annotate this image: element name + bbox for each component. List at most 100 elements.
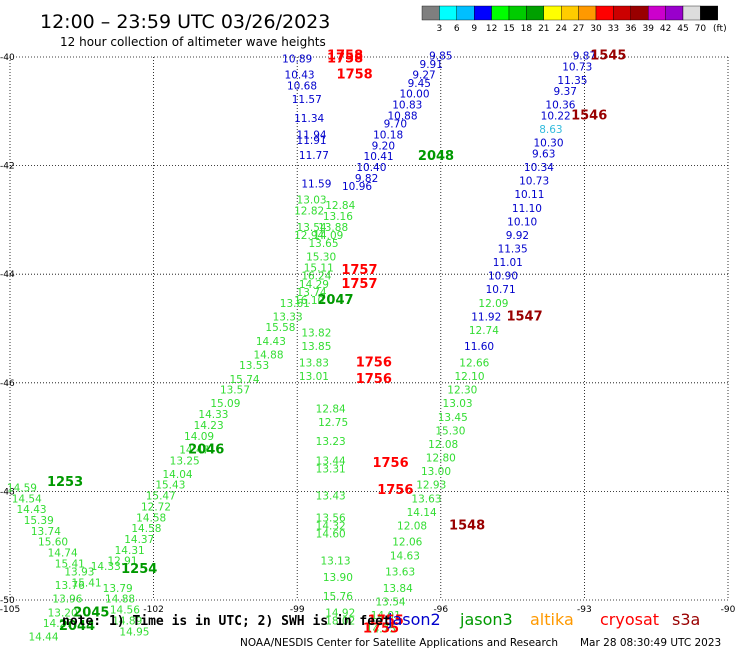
time-label: 1756 bbox=[377, 483, 413, 498]
swh-value: 12.84 bbox=[325, 200, 355, 212]
swh-value: 14.04 bbox=[163, 469, 193, 481]
swh-value: 9.91 bbox=[420, 59, 443, 71]
time-label: 1548 bbox=[449, 518, 485, 533]
y-tick-label: -50 bbox=[0, 596, 15, 606]
time-labels: 1758175817581545154620481757175720471547… bbox=[47, 49, 626, 637]
colorbar-swatch bbox=[561, 5, 579, 21]
swh-value: 13.23 bbox=[316, 436, 346, 448]
swh-value: 12.08 bbox=[428, 439, 458, 451]
colorbar-swatch bbox=[595, 5, 614, 21]
swh-value: 10.71 bbox=[486, 284, 516, 296]
swh-value: 14.14 bbox=[407, 507, 437, 519]
swh-value: 14.88 bbox=[253, 349, 283, 361]
swh-value: 16.10 bbox=[294, 295, 324, 307]
swh-value: 13.44 bbox=[316, 455, 346, 467]
time-label: 1254 bbox=[121, 562, 157, 577]
y-tick-label: -46 bbox=[0, 379, 15, 389]
swh-value: 13.56 bbox=[316, 512, 346, 524]
swh-value: 13.82 bbox=[301, 328, 331, 340]
swh-value: 15.41 bbox=[55, 558, 85, 570]
colorbar-swatch bbox=[439, 5, 457, 21]
swh-value: 14.33 bbox=[198, 409, 228, 421]
swh-value: 10.30 bbox=[533, 138, 563, 150]
time-label: 1545 bbox=[590, 49, 626, 64]
swh-value: 11.34 bbox=[294, 113, 324, 125]
time-label: 2044 bbox=[59, 619, 95, 634]
swh-value: 15.60 bbox=[38, 537, 68, 549]
legend-s3a: s3a bbox=[672, 610, 700, 629]
swh-value: 13.74 bbox=[31, 526, 61, 538]
swh-value: 13.43 bbox=[316, 491, 346, 503]
swh-value: 9.37 bbox=[554, 86, 577, 98]
swh-value: 15.30 bbox=[306, 252, 336, 264]
colorbar-swatch bbox=[665, 5, 684, 21]
swh-value: 13.61 bbox=[280, 298, 310, 310]
swh-value: 12.93 bbox=[416, 480, 446, 492]
swh-value: 13.76 bbox=[55, 580, 85, 592]
swh-value: 8.63 bbox=[539, 124, 562, 136]
swh-value: 10.40 bbox=[356, 162, 386, 174]
swh-value: 13.25 bbox=[170, 455, 200, 467]
x-tick-label: -96 bbox=[433, 605, 448, 615]
swh-value: 14.01 bbox=[371, 610, 401, 622]
x-tick-label: -93 bbox=[577, 605, 592, 615]
swh-value: 15.43 bbox=[155, 480, 185, 492]
time-label: 1756 bbox=[356, 372, 392, 387]
colorbar-label: 45 bbox=[677, 24, 688, 34]
swh-value: 12.82 bbox=[294, 205, 324, 217]
swh-value: 12.80 bbox=[426, 453, 456, 465]
colorbar-label: 39 bbox=[642, 24, 654, 34]
swh-value: 10.18 bbox=[373, 129, 403, 141]
swh-value: 11.57 bbox=[292, 94, 322, 106]
swh-value: 13.84 bbox=[383, 583, 413, 595]
swh-value: 13.53 bbox=[239, 360, 269, 372]
swh-value: 10.00 bbox=[399, 89, 429, 101]
colorbar-label: 12 bbox=[486, 24, 497, 34]
time-label: 1755 bbox=[368, 613, 404, 628]
swh-value: 15.39 bbox=[24, 515, 54, 527]
swh-value: 11.59 bbox=[301, 178, 331, 190]
swh-value: 15.58 bbox=[265, 322, 295, 334]
swh-value: 15.11 bbox=[304, 262, 334, 274]
swh-value: 12.72 bbox=[141, 501, 171, 513]
swh-value: 14.74 bbox=[48, 548, 78, 560]
swh-value: 10.34 bbox=[524, 162, 554, 174]
colorbar-swatch bbox=[543, 5, 562, 21]
swh-value: 15.41 bbox=[72, 577, 102, 589]
swh-value: 12.06 bbox=[392, 537, 422, 549]
swh-value: 13.85 bbox=[301, 341, 331, 353]
swh-value: 12.91 bbox=[107, 556, 137, 568]
swh-value: 13.54 bbox=[376, 596, 406, 608]
swh-value: 12.08 bbox=[397, 520, 427, 532]
colorbar-label: 30 bbox=[590, 24, 602, 34]
colorbar-label: 15 bbox=[503, 24, 514, 34]
colorbar-label: 24 bbox=[555, 24, 567, 34]
swh-value: 13.57 bbox=[220, 385, 250, 397]
swh-value: 14.43 bbox=[17, 504, 47, 516]
swh-value: 14.32 bbox=[316, 520, 346, 532]
swh-value: 18.02 bbox=[325, 615, 355, 627]
colorbar-swatch bbox=[508, 5, 527, 21]
swh-value: 11.94 bbox=[297, 129, 327, 141]
swh-value: 14.27 bbox=[43, 618, 73, 630]
swh-value: 14.43 bbox=[256, 336, 286, 348]
swh-value: 14.59 bbox=[7, 482, 37, 494]
swh-value: 10.88 bbox=[387, 110, 417, 122]
colorbar-swatch bbox=[526, 5, 545, 21]
colorbar-label: 21 bbox=[538, 24, 549, 34]
swh-value: 13.03 bbox=[443, 398, 473, 410]
swh-value: 10.90 bbox=[488, 271, 518, 283]
swh-value: 10.36 bbox=[545, 100, 575, 112]
swh-value: 14.09 bbox=[313, 230, 343, 242]
swh-value: 13.90 bbox=[323, 572, 353, 584]
swh-value: 10.89 bbox=[282, 53, 312, 65]
swh-value: 13.74 bbox=[297, 287, 327, 299]
satellite-legend: jason2 jason3 altika cryosat s3a bbox=[387, 610, 700, 629]
swh-value: 14.58 bbox=[131, 523, 161, 535]
time-label: 1547 bbox=[506, 309, 542, 324]
swh-value: 9.70 bbox=[384, 119, 407, 131]
swh-value: 15.76 bbox=[323, 591, 353, 603]
legend-cryosat: cryosat bbox=[600, 610, 659, 629]
swh-value: 15.47 bbox=[146, 491, 176, 503]
